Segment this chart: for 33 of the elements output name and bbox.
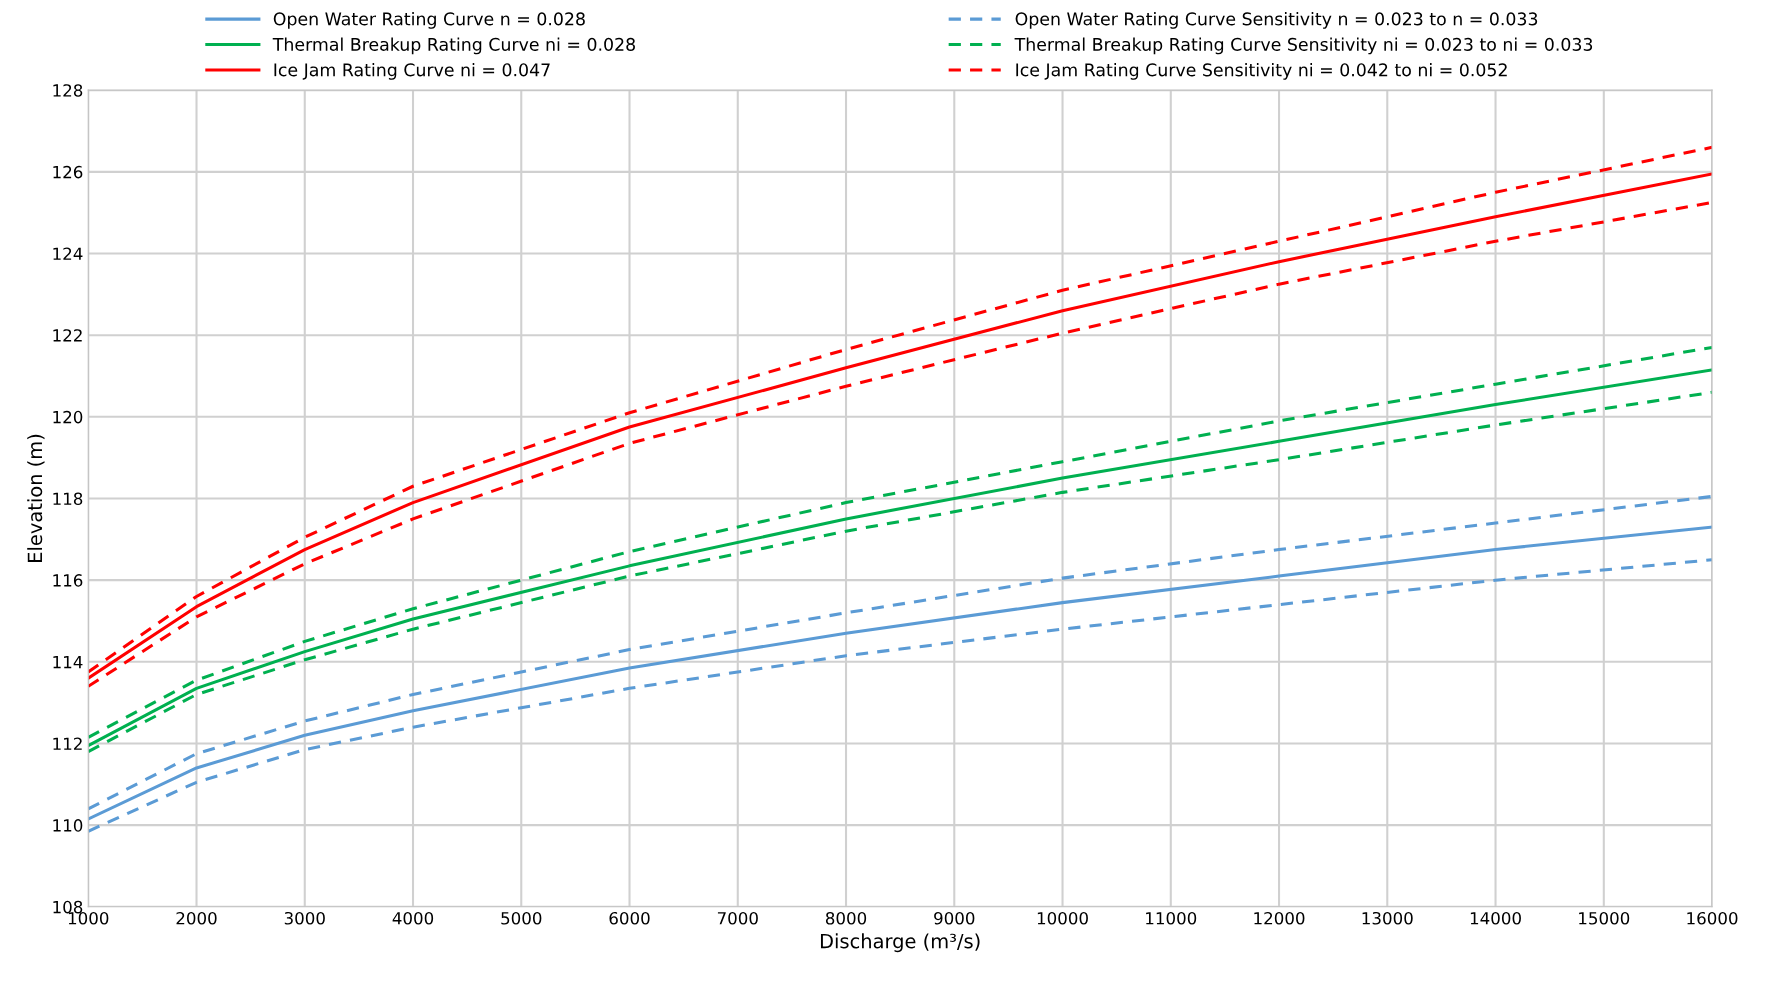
x-tick-label: 14000 <box>1470 911 1521 925</box>
y-tick-label: 122 <box>53 329 82 342</box>
y-tick-label: 126 <box>53 165 83 179</box>
x-tick-label: 16000 <box>1687 911 1738 925</box>
legend-label: Thermal Breakup Rating Curve ni = 0.028 <box>272 37 635 55</box>
y-tick-label: 112 <box>53 737 82 750</box>
x-tick-label: 8000 <box>825 911 867 925</box>
x-tick-label: 2000 <box>176 911 217 925</box>
y-tick-label: 110 <box>53 819 83 832</box>
legend-label: Ice Jam Rating Curve ni = 0.047 <box>274 62 550 80</box>
legend-label: Open Water Rating Curve n = 0.028 <box>273 12 585 29</box>
x-tick-label: 3000 <box>284 911 325 925</box>
y-tick-label: 128 <box>53 84 83 97</box>
x-tick-label: 9000 <box>934 911 975 925</box>
y-tick-label: 118 <box>53 492 83 506</box>
x-tick-label: 7000 <box>717 911 758 925</box>
x-tick-label: 6000 <box>609 911 650 925</box>
y-tick-label: 114 <box>53 656 83 669</box>
x-axis-title: Discharge (m³/s) <box>820 933 980 953</box>
x-tick-label: 5000 <box>501 911 542 925</box>
legend-label: Open Water Rating Curve Sensitivity n = 0.023 to n = 0.033 <box>1015 12 1538 29</box>
legend-label: Thermal Breakup Rating Curve Sensitivity ni = 0.023 to ni = 0.033 <box>1014 37 1593 55</box>
y-tick-label: 120 <box>53 410 83 424</box>
x-tick-label: 11000 <box>1146 911 1197 925</box>
x-tick-label: 15000 <box>1579 911 1630 925</box>
x-tick-label: 10000 <box>1037 911 1088 925</box>
x-tick-label: 12000 <box>1254 911 1305 925</box>
y-axis-title: Elevation (m) <box>27 434 45 562</box>
x-tick-label: 4000 <box>392 911 434 925</box>
y-tick-label: 116 <box>53 574 83 587</box>
x-tick-label: 13000 <box>1362 911 1413 925</box>
y-tick-label: 124 <box>53 247 83 260</box>
legend-label: Ice Jam Rating Curve Sensitivity ni = 0.042 to ni = 0.052 <box>1016 62 1507 80</box>
